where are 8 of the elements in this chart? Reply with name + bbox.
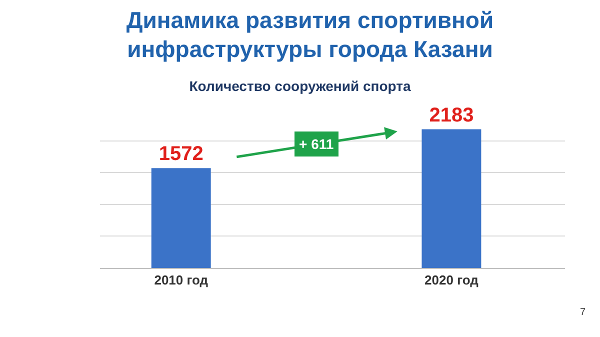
data-label: 1572 [158, 143, 204, 166]
chart-subtitle: Количество сооружений спорта [188, 78, 412, 94]
annotation: + 611 [299, 136, 334, 152]
data-label: 2183 [429, 104, 474, 126]
text: 7 [580, 307, 586, 318]
x-tick-label: 2010 год [154, 272, 209, 288]
x-tick-label: 2020 год [424, 272, 480, 288]
chart-title: Динамика развития спортивной инфраструктуры города Казани [125, 6, 495, 64]
